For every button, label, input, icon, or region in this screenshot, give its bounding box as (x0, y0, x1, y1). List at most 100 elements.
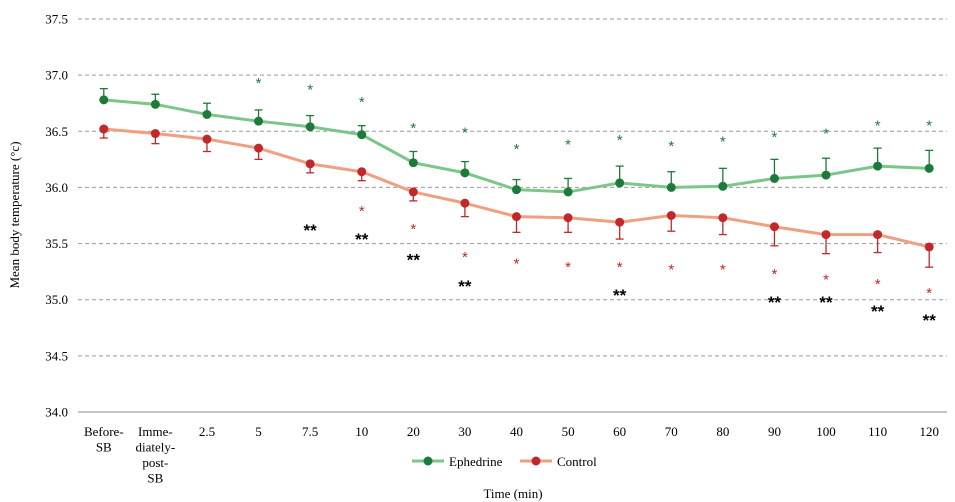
x-tick-label: 120 (919, 424, 939, 439)
significance-star: * (359, 203, 365, 220)
significance-star: * (875, 118, 881, 135)
data-point (512, 185, 521, 195)
significance-star: * (668, 138, 674, 155)
x-tick-label: 70 (665, 424, 678, 439)
y-tick-label: 37.5 (45, 12, 68, 27)
data-point (512, 212, 521, 222)
data-point (460, 168, 470, 178)
x-tick-label-line: Before- (84, 424, 124, 439)
x-tick-label-line: 10 (355, 424, 368, 439)
data-point (563, 213, 573, 223)
x-tick-label: 30 (458, 424, 471, 439)
significance-star: * (462, 124, 468, 141)
significance-star: * (926, 285, 932, 302)
x-tick-label: 40 (510, 424, 523, 439)
x-tick-label-line: 60 (613, 424, 626, 439)
between-group-significance: ** (819, 293, 833, 312)
y-tick-label: 36.5 (45, 124, 68, 139)
x-tick-label-line: Imme- (138, 424, 173, 439)
significance-star: * (410, 120, 416, 137)
data-point (615, 178, 625, 188)
data-point (357, 167, 367, 177)
data-point (769, 222, 779, 232)
x-tick-label: 60 (613, 424, 626, 439)
x-tick-label: 100 (816, 424, 836, 439)
significance-star: * (410, 221, 416, 238)
x-tick-label-line: SB (96, 440, 112, 455)
x-tick-label-line: 5 (255, 424, 262, 439)
significance-star: * (668, 261, 674, 278)
significance-star: * (772, 129, 778, 146)
y-tick-label: 37.0 (45, 68, 68, 83)
legend: Ephedrine Control (412, 454, 597, 469)
x-tick-label: 10 (355, 424, 368, 439)
data-point (924, 163, 934, 173)
between-group-significance: ** (355, 230, 369, 249)
y-tick-label: 34.5 (45, 348, 68, 363)
significance-star: * (256, 75, 262, 92)
data-point (718, 213, 728, 223)
data-point (408, 158, 418, 168)
significance-star: * (565, 137, 571, 154)
legend-ephedrine-marker (423, 456, 433, 466)
data-point (769, 173, 779, 183)
y-axis-ticks: 34.0 34.5 35.0 35.5 36.0 36.5 37.0 37.5 (45, 12, 68, 420)
x-tick-label: 50 (562, 424, 575, 439)
data-point (666, 211, 676, 220)
legend-control-marker (531, 456, 541, 466)
x-tick-label-line: 110 (868, 424, 887, 439)
x-tick-label: 80 (716, 424, 729, 439)
between-group-significance: ** (768, 293, 782, 312)
y-tick-label: 35.0 (45, 292, 68, 307)
x-tick-label-line: post- (142, 455, 168, 470)
data-point (821, 230, 831, 240)
data-point (357, 130, 367, 140)
significance-annotations: * *** ** * * * * * * * **** * * * * * * * **** ****** ** ** **… (256, 75, 937, 330)
data-point (873, 161, 883, 171)
data-point (615, 217, 625, 227)
data-point (563, 187, 573, 197)
series-control (99, 124, 934, 268)
data-point (254, 116, 264, 126)
data-point (873, 230, 883, 240)
between-group-significance: ** (613, 286, 627, 305)
x-tick-label-line: 50 (562, 424, 575, 439)
significance-star: * (720, 133, 726, 150)
between-group-significance: ** (304, 221, 318, 240)
x-tick-label: Before-SB (84, 424, 124, 455)
x-tick-label: 110 (868, 424, 887, 439)
x-tick-label: 7.5 (302, 424, 318, 439)
data-point (718, 181, 728, 191)
significance-star: * (359, 94, 365, 111)
data-point (460, 198, 470, 208)
significance-star: * (307, 82, 313, 99)
data-point (305, 122, 315, 132)
data-point (150, 99, 160, 109)
data-point (202, 109, 212, 119)
data-point (924, 242, 934, 252)
x-tick-label: 2.5 (199, 424, 215, 439)
significance-star: * (926, 118, 932, 135)
data-point (305, 159, 315, 169)
significance-star: * (462, 249, 468, 266)
significance-star: * (617, 132, 623, 149)
series-ephedrine (99, 87, 934, 197)
significance-star: * (514, 256, 520, 273)
x-tick-label-line: 100 (816, 424, 836, 439)
significance-star: * (823, 125, 829, 142)
y-tick-label: 36.0 (45, 180, 68, 195)
significance-star: * (823, 271, 829, 288)
x-tick-label-line: 30 (458, 424, 471, 439)
significance-star: * (772, 266, 778, 283)
data-point (254, 143, 264, 153)
legend-ephedrine-label: Ephedrine (449, 454, 503, 469)
x-tick-label: Imme-diately-post-SB (136, 424, 176, 486)
significance-star: * (514, 141, 520, 158)
data-point (99, 95, 109, 105)
y-axis-title: Mean body temperature (°c) (7, 141, 22, 288)
x-tick-label-line: 70 (665, 424, 678, 439)
x-tick-label-line: 90 (768, 424, 781, 439)
data-point (99, 124, 109, 134)
x-tick-label-line: diately- (136, 440, 176, 455)
